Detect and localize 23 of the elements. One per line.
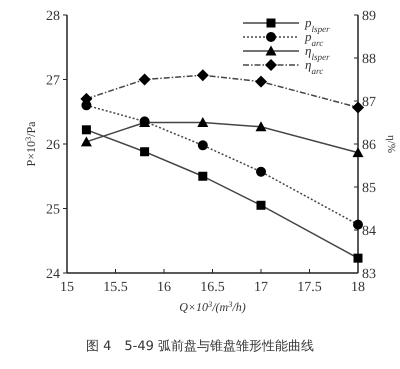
x-tick-label: 16: [157, 280, 171, 295]
x-tick-label: 15.5: [103, 280, 128, 295]
y2-tick-label: 83: [362, 267, 376, 282]
y2-tick-label: 85: [362, 181, 376, 196]
x-tick-label: 15: [60, 280, 74, 295]
y2-axis-title: η/%: [385, 135, 397, 153]
y2-tick-label: 88: [362, 52, 376, 67]
caption: 图 4 5-49 弧前盘与锥盘雏形性能曲线: [86, 339, 314, 354]
y2-tick-label: 84: [362, 224, 376, 239]
x-tick-label: 17: [254, 280, 268, 295]
x-axis-title: Q×10$^{3}$/(m$^{3}$/h): [179, 300, 246, 314]
legend-label: p$_{lsper}$: [304, 15, 330, 34]
y-tick-label: 28: [46, 9, 60, 24]
x-tick-label: 18: [351, 280, 365, 295]
y2-tick-label: 86: [362, 138, 376, 153]
x-tick-label: 16.5: [200, 280, 225, 295]
x-tick-label: 17.5: [297, 280, 322, 295]
y2-tick-label: 89: [362, 9, 376, 24]
y2-tick-label: 87: [362, 95, 376, 110]
y-tick-label: 24: [46, 267, 60, 282]
y-tick-label: 25: [46, 202, 60, 218]
y-tick-label: 26: [46, 138, 60, 153]
y-tick-label: 27: [46, 74, 60, 88]
